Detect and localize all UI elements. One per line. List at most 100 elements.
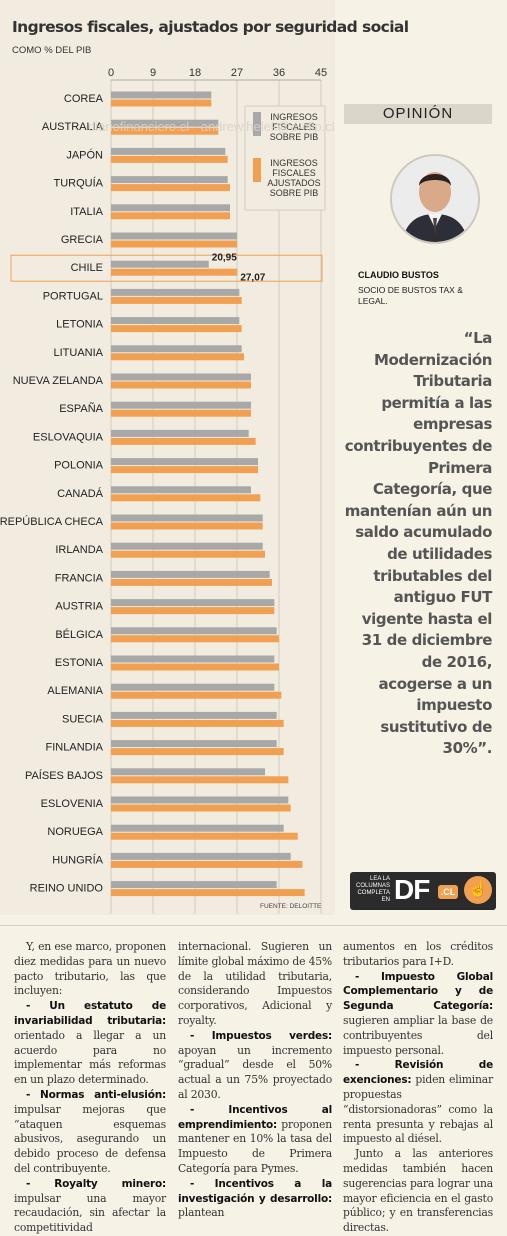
bar bbox=[111, 881, 277, 889]
bar bbox=[111, 429, 249, 437]
category-label: ESPAÑA bbox=[59, 402, 103, 415]
x-tick-label: 27 bbox=[231, 67, 243, 79]
category-label: LETONIA bbox=[56, 319, 104, 331]
data-label: 27,07 bbox=[240, 273, 265, 284]
category-label: ESTONIA bbox=[55, 657, 104, 669]
bar bbox=[111, 176, 228, 184]
bar bbox=[111, 663, 279, 671]
x-tick-label: 45 bbox=[315, 67, 327, 79]
x-tick-label: 36 bbox=[273, 67, 285, 79]
bar bbox=[111, 494, 261, 502]
bar bbox=[111, 514, 263, 522]
article-column-2: internacional. Sugieren un límite global… bbox=[178, 940, 332, 1221]
legend-swatch bbox=[253, 112, 261, 136]
bar bbox=[111, 353, 244, 361]
legend-label: INGRESOS bbox=[270, 112, 318, 122]
bar bbox=[111, 776, 289, 784]
bar bbox=[111, 768, 265, 776]
bar bbox=[111, 91, 212, 99]
bar bbox=[111, 711, 277, 719]
legend-swatch bbox=[253, 158, 261, 182]
category-label: ITALIA bbox=[70, 206, 103, 218]
bar bbox=[111, 691, 282, 699]
category-label: PORTUGAL bbox=[43, 290, 103, 302]
bar bbox=[111, 542, 263, 550]
bar bbox=[111, 719, 284, 727]
watermark-layer: diariofinanciero.cl - andrew.helek@e-cli… bbox=[88, 119, 335, 134]
category-label: IRLANDA bbox=[55, 544, 103, 556]
df-logo: DF bbox=[394, 874, 430, 905]
bar bbox=[111, 655, 275, 663]
author-name: CLAUDIO BUSTOS bbox=[358, 270, 439, 280]
highlight-layer bbox=[10, 254, 323, 282]
bar bbox=[111, 119, 219, 127]
legend-label: SOBRE PIB bbox=[270, 188, 319, 198]
bar bbox=[111, 147, 226, 155]
category-labels: COREA AUSTRALIA JAPÓN TURQUÍA ITALIA GRECIA CH… bbox=[0, 93, 266, 895]
bar bbox=[111, 268, 238, 276]
person-icon bbox=[392, 156, 478, 242]
chart-title: Ingresos fiscales, ajustados por segurid… bbox=[12, 18, 409, 36]
category-label: FRANCIA bbox=[55, 572, 104, 584]
category-label: REPÚBLICA CHECA bbox=[0, 515, 104, 528]
category-label: COREA bbox=[64, 93, 104, 105]
category-label: HUNGRÍA bbox=[52, 853, 103, 866]
bar bbox=[111, 212, 230, 220]
category-label: FINLANDIA bbox=[46, 742, 104, 754]
category-label: NORUEGA bbox=[47, 826, 103, 838]
bar bbox=[111, 627, 277, 635]
category-label: ALEMANIA bbox=[47, 685, 103, 697]
category-label: LITUANIA bbox=[53, 347, 103, 359]
watermark-text: diariofinanciero.cl - andrew.helek@e-cli… bbox=[88, 119, 335, 134]
article-paragraph: - Normas anti-elusión: impulsar mejoras … bbox=[14, 1088, 166, 1175]
opinion-header: OPINIÓN bbox=[344, 104, 492, 124]
article-paragraph: - Revisión de exenciones: piden eliminar… bbox=[343, 1059, 493, 1146]
category-label: CANADÁ bbox=[57, 487, 104, 500]
bar bbox=[111, 486, 251, 494]
bar bbox=[111, 458, 258, 466]
bar bbox=[111, 522, 263, 530]
data-label: 20,95 bbox=[212, 253, 237, 264]
opinion-quote: “La Modernización Tributaria permitía a … bbox=[344, 329, 493, 758]
category-label: PAÍSES BAJOS bbox=[25, 769, 103, 782]
category-label: REINO UNIDO bbox=[30, 883, 104, 895]
bar bbox=[111, 599, 275, 607]
df-cl-tag: .CL bbox=[438, 885, 458, 899]
article-paragraph: - Un estatuto de invariabilidad tributar… bbox=[14, 1000, 166, 1087]
category-label: POLONIA bbox=[54, 460, 104, 472]
section-divider bbox=[0, 925, 507, 926]
chart-panel: Ingresos fiscales, ajustados por segurid… bbox=[0, 0, 409, 915]
legend-label: SOBRE PIB bbox=[270, 132, 319, 142]
bar bbox=[111, 401, 251, 409]
bar bbox=[111, 889, 305, 897]
category-label: ESLOVAQUIA bbox=[33, 431, 104, 443]
article-paragraph: internacional. Sugieren un límite global… bbox=[178, 940, 332, 1027]
category-label: TURQUÍA bbox=[54, 177, 104, 190]
bar bbox=[111, 740, 277, 748]
bar bbox=[111, 578, 272, 586]
bar bbox=[111, 373, 251, 381]
bar bbox=[111, 99, 212, 107]
legend-label: FISCALES bbox=[272, 122, 316, 132]
article-column-3: aumentos en los créditos tributarios par… bbox=[343, 940, 493, 1236]
chart-subtitle: COMO % DEL PIB bbox=[12, 45, 92, 56]
article-column-1: Y, en ese marco, proponen diez medidas p… bbox=[14, 940, 166, 1236]
category-label: AUSTRIA bbox=[55, 601, 103, 613]
bar bbox=[111, 232, 237, 240]
bar bbox=[111, 296, 242, 304]
bar bbox=[111, 409, 251, 417]
bar bbox=[111, 570, 270, 578]
x-tick-label: 18 bbox=[189, 67, 201, 79]
bar bbox=[111, 260, 209, 268]
bar bbox=[111, 204, 230, 212]
df-link-badge[interactable]: LEA LA COLUMNAS COMPLETA EN DF .CL ☝ bbox=[350, 872, 496, 910]
bar bbox=[111, 683, 275, 691]
bar bbox=[111, 635, 279, 643]
article-paragraph: aumentos en los créditos tributarios par… bbox=[343, 940, 493, 968]
category-label: JAPÓN bbox=[66, 148, 103, 161]
highlight-box bbox=[10, 254, 323, 282]
category-label: NUEVA ZELANDA bbox=[13, 375, 104, 387]
bar bbox=[111, 381, 251, 389]
bar bbox=[111, 824, 284, 832]
bars bbox=[111, 91, 305, 897]
